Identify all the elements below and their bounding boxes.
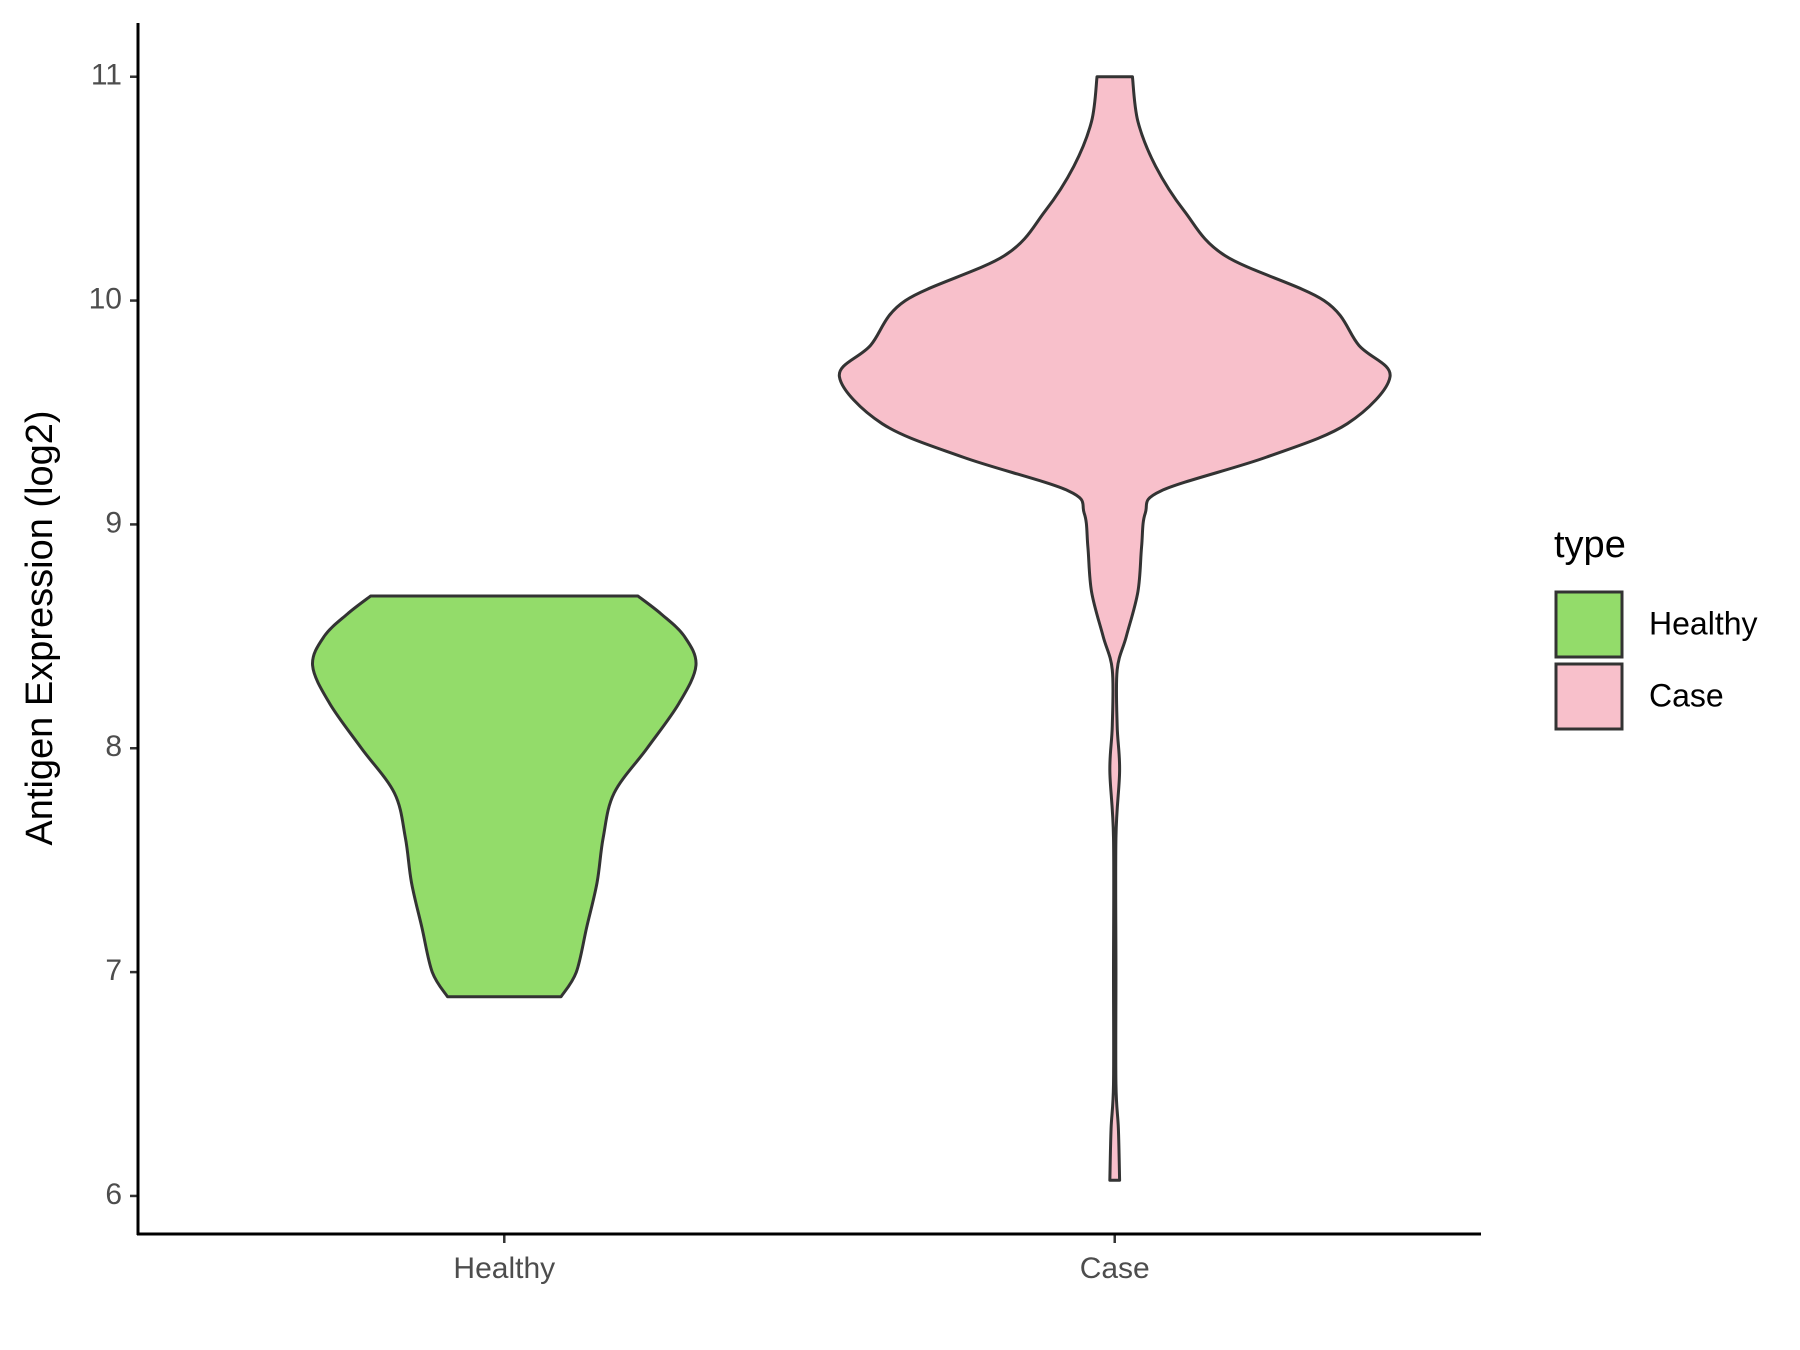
x-tick-label: Healthy xyxy=(453,1252,555,1285)
y-tick-label: 8 xyxy=(105,730,122,763)
violin xyxy=(837,75,1392,1182)
violin xyxy=(311,594,698,999)
y-tick-label: 9 xyxy=(105,506,122,539)
y-tick-label: 6 xyxy=(105,1178,122,1211)
y-tick-label: 11 xyxy=(91,59,122,92)
y-tick-label: 7 xyxy=(105,954,122,987)
legend-swatch xyxy=(1554,662,1624,731)
legend-label: Healthy xyxy=(1649,605,1758,641)
legend-label: Case xyxy=(1649,677,1724,713)
y-tick-label: 10 xyxy=(89,282,122,315)
legend-title: type xyxy=(1554,524,1626,566)
legend-swatch xyxy=(1554,590,1624,659)
x-tick-label: Case xyxy=(1080,1252,1150,1285)
y-axis-title: Antigen Expression (log2) xyxy=(19,410,61,845)
